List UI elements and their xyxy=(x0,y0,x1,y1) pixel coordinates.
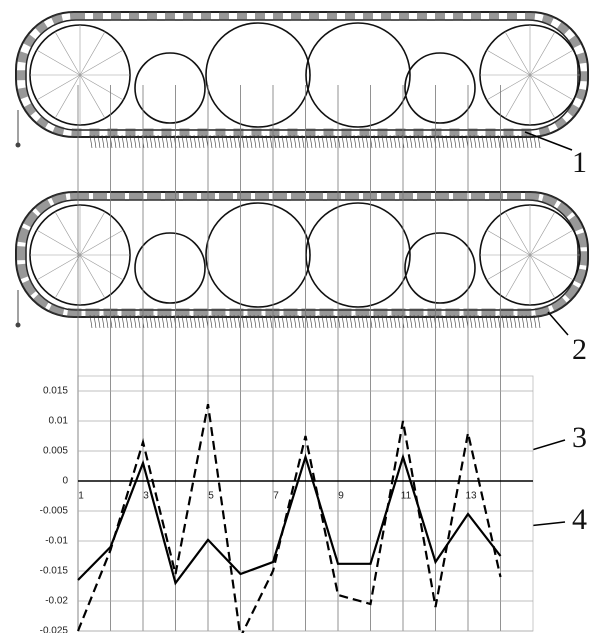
idler-spoke xyxy=(530,255,555,298)
road-wheel xyxy=(135,53,205,123)
y-tick-label: 0.005 xyxy=(43,446,68,457)
sprocket-spoke xyxy=(55,75,80,118)
y-tick-label: 0.01 xyxy=(49,416,69,427)
figure: 1 2 0.015 0.01 0.005 0 -0.005 -0.01 -0.015 -0.0… xyxy=(0,0,592,633)
road-wheel xyxy=(135,233,205,303)
road-wheel xyxy=(206,203,310,307)
series-label: 4 xyxy=(572,503,587,536)
sprocket-spoke xyxy=(80,255,105,298)
idler-spoke xyxy=(530,212,555,255)
road-wheel xyxy=(306,23,410,127)
x-tick-label: 13 xyxy=(465,491,477,502)
sprocket-spoke xyxy=(55,255,80,298)
x-tick-label: 5 xyxy=(208,491,214,502)
y-tick-label: -0.005 xyxy=(40,506,69,517)
callout-label: 2 xyxy=(572,333,587,366)
x-tick-label: 3 xyxy=(143,491,149,502)
sprocket-spoke xyxy=(80,212,105,255)
sprocket-spoke xyxy=(37,230,80,255)
idler-spoke xyxy=(530,75,573,100)
sprocket-spoke xyxy=(55,212,80,255)
idler-spoke xyxy=(530,32,555,75)
sprocket-spoke xyxy=(80,32,105,75)
sprocket-spoke xyxy=(80,50,123,75)
x-tick-label: 1 xyxy=(78,491,84,502)
road-wheel xyxy=(405,53,475,123)
idler-spoke xyxy=(530,50,573,75)
idler-spoke xyxy=(505,255,530,298)
track xyxy=(16,192,589,328)
y-tick-label: -0.025 xyxy=(40,626,69,633)
callout-label: 1 xyxy=(572,146,587,179)
sprocket-spoke xyxy=(80,230,123,255)
idler-spoke xyxy=(530,255,573,280)
sprocket-spoke xyxy=(37,75,80,100)
sprocket-spoke xyxy=(37,255,80,280)
y-tick-label: -0.02 xyxy=(45,596,68,607)
road-wheel xyxy=(405,233,475,303)
track-links xyxy=(21,196,583,313)
sprocket-spoke xyxy=(80,75,123,100)
track-links xyxy=(21,16,583,133)
sprocket-spoke xyxy=(55,32,80,75)
idler-spoke xyxy=(530,230,573,255)
idler-spoke xyxy=(487,75,530,100)
sprocket-spoke xyxy=(80,255,123,280)
idler-spoke xyxy=(505,32,530,75)
road-wheel xyxy=(306,203,410,307)
idler-spoke xyxy=(530,75,555,118)
road-wheel xyxy=(206,23,310,127)
x-tick-label: 9 xyxy=(338,491,344,502)
x-tick-label: 11 xyxy=(401,491,412,502)
sprocket-spoke xyxy=(37,50,80,75)
x-tick-label: 7 xyxy=(273,491,279,502)
origin-dot xyxy=(16,323,21,328)
idler-spoke xyxy=(487,255,530,280)
idler-spoke xyxy=(487,230,530,255)
y-tick-label: 0.015 xyxy=(43,386,68,397)
idler-spoke xyxy=(505,212,530,255)
y-tick-label: -0.01 xyxy=(45,536,68,547)
idler-spoke xyxy=(487,50,530,75)
y-tick-label: -0.015 xyxy=(40,566,69,577)
sprocket-spoke xyxy=(80,75,105,118)
idler-spoke xyxy=(505,75,530,118)
series-label: 3 xyxy=(572,421,587,454)
leader-line xyxy=(548,312,568,335)
origin-dot xyxy=(16,143,21,148)
track-diagrams xyxy=(16,12,589,328)
y-tick-label: 0 xyxy=(62,476,68,487)
track xyxy=(16,12,589,148)
